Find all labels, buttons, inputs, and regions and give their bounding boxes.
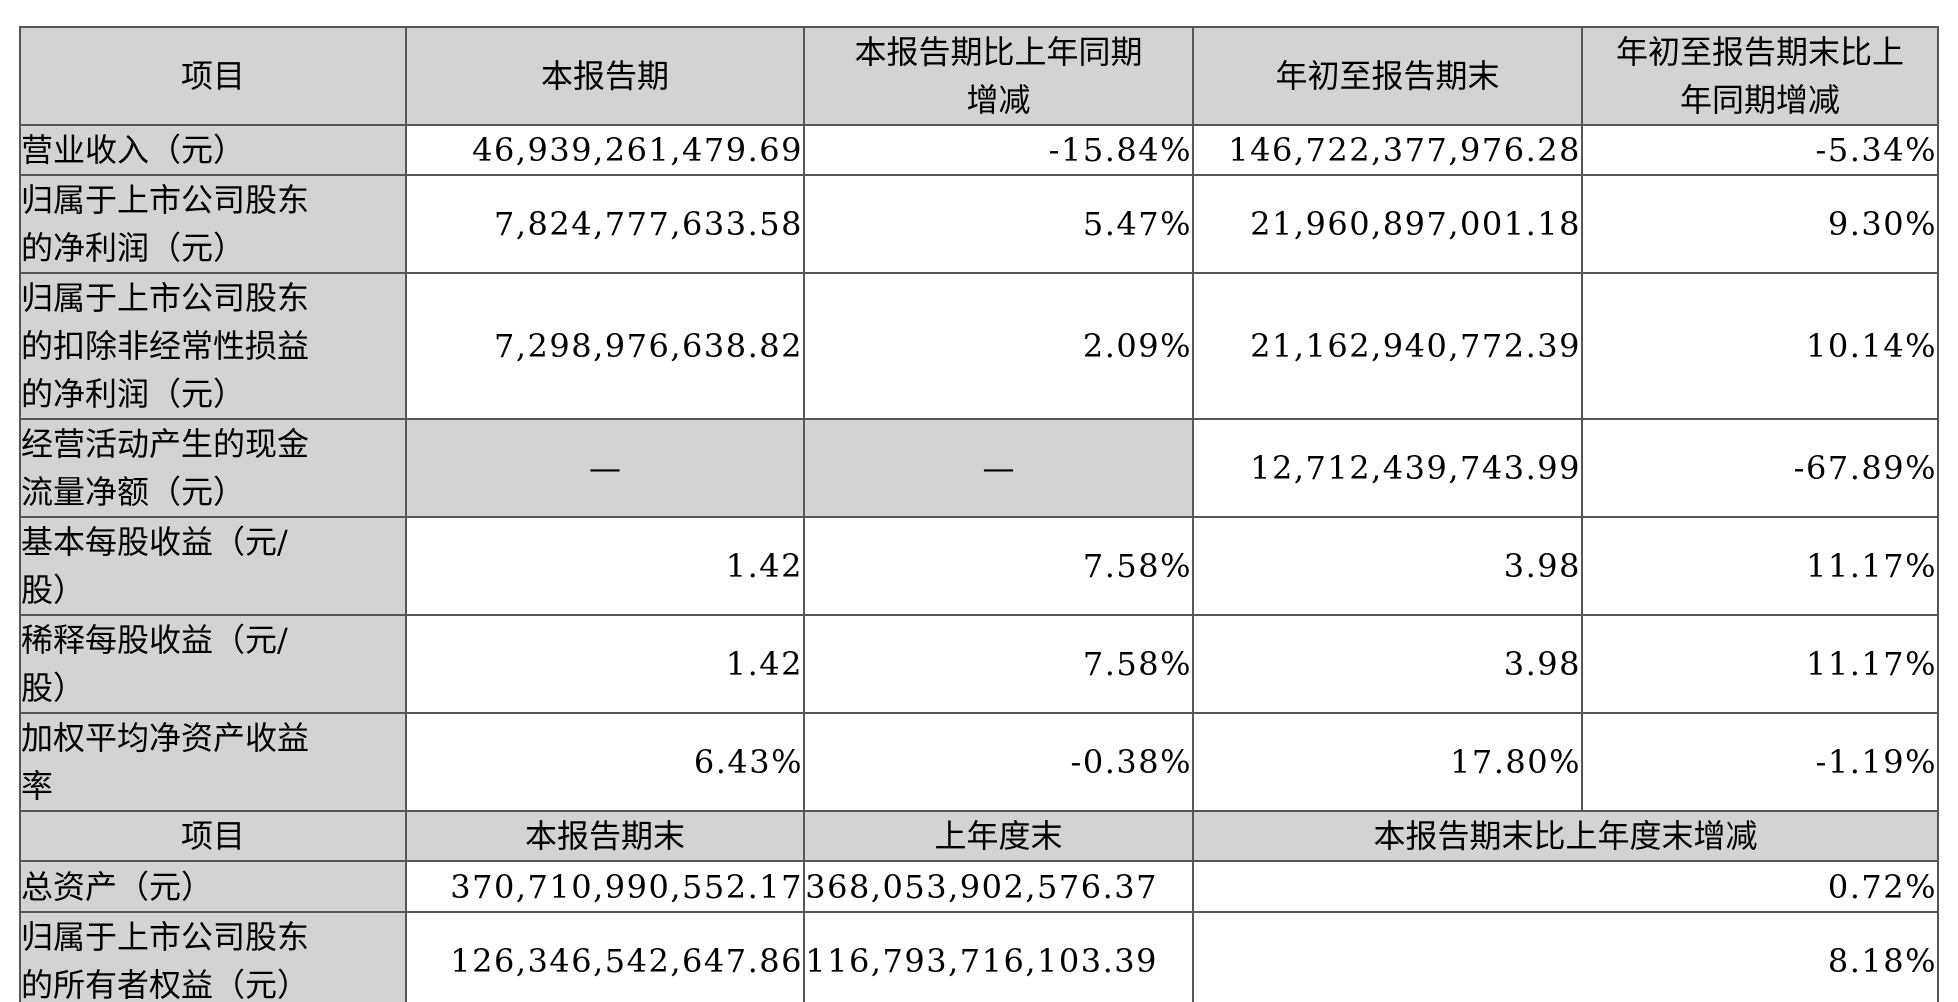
ytd-value: 3.98 bbox=[1192, 516, 1583, 616]
current-period-value-dash: — bbox=[405, 418, 805, 518]
current-period-value: 46,939,261,479.69 bbox=[405, 124, 805, 176]
section2-header-row: 项目 本报告期末 上年度末 本报告期末比上年度末增减 bbox=[19, 810, 1939, 862]
ytd-change: 10.14% bbox=[1581, 272, 1939, 420]
header-current-period-change: 本报告期比上年同期 增减 bbox=[803, 26, 1194, 126]
ytd-value: 21,960,897,001.18 bbox=[1192, 174, 1583, 274]
header-period-end-change: 本报告期末比上年度末增减 bbox=[1192, 810, 1939, 862]
ytd-value: 12,712,439,743.99 bbox=[1192, 418, 1583, 518]
ytd-change: 9.30% bbox=[1581, 174, 1939, 274]
current-period-change: 5.47% bbox=[803, 174, 1194, 274]
current-period-change-dash: — bbox=[803, 418, 1194, 518]
current-period-change: -0.38% bbox=[803, 712, 1194, 812]
current-period-value: 1.42 bbox=[405, 516, 805, 616]
table-row-operating-cash-flow: 经营活动产生的现金 流量净额（元） — — 12,712,439,743.99 … bbox=[19, 418, 1939, 518]
header-ytd: 年初至报告期末 bbox=[1192, 26, 1583, 126]
row-label: 总资产（元） bbox=[19, 860, 407, 913]
table-row-net-profit: 归属于上市公司股东 的净利润（元） 7,824,777,633.58 5.47%… bbox=[19, 174, 1939, 274]
table-row-weighted-avg-roe: 加权平均净资产收益 率 6.43% -0.38% 17.80% -1.19% bbox=[19, 712, 1939, 812]
table-row-total-assets: 总资产（元） 370,710,990,552.17 368,053,902,57… bbox=[19, 860, 1939, 913]
ytd-value: 146,722,377,976.28 bbox=[1192, 124, 1583, 176]
row-label: 归属于上市公司股东 的所有者权益（元） bbox=[19, 911, 407, 1002]
row-label: 基本每股收益（元/ 股） bbox=[19, 516, 407, 616]
row-label: 经营活动产生的现金 流量净额（元） bbox=[19, 418, 407, 518]
current-period-change: 7.58% bbox=[803, 516, 1194, 616]
financial-summary-table: 项目 本报告期 本报告期比上年同期 增减 年初至报告期末 年初至报告期末比上 年… bbox=[19, 26, 1939, 1002]
row-label: 营业收入（元） bbox=[19, 124, 407, 176]
table-row-net-profit-excl-nonrecurring: 归属于上市公司股东 的扣除非经常性损益 的净利润（元） 7,298,976,63… bbox=[19, 272, 1939, 420]
prior-year-end-value: 116,793,716,103.39 bbox=[803, 911, 1194, 1002]
ytd-change: 11.17% bbox=[1581, 516, 1939, 616]
current-period-change: 2.09% bbox=[803, 272, 1194, 420]
period-end-value: 126,346,542,647.86 bbox=[405, 911, 805, 1002]
header-item: 项目 bbox=[19, 26, 407, 126]
row-label: 稀释每股收益（元/ 股） bbox=[19, 614, 407, 714]
ytd-change: -1.19% bbox=[1581, 712, 1939, 812]
current-period-value: 1.42 bbox=[405, 614, 805, 714]
header-ytd-change: 年初至报告期末比上 年同期增减 bbox=[1581, 26, 1939, 126]
ytd-value: 17.80% bbox=[1192, 712, 1583, 812]
table-row-revenue: 营业收入（元） 46,939,261,479.69 -15.84% 146,72… bbox=[19, 124, 1939, 176]
ytd-change: -67.89% bbox=[1581, 418, 1939, 518]
header-prior-year-end: 上年度末 bbox=[803, 810, 1194, 862]
ytd-value: 21,162,940,772.39 bbox=[1192, 272, 1583, 420]
table-row-diluted-eps: 稀释每股收益（元/ 股） 1.42 7.58% 3.98 11.17% bbox=[19, 614, 1939, 714]
header-item-2: 项目 bbox=[19, 810, 407, 862]
period-end-change-value: 8.18% bbox=[1192, 911, 1939, 1002]
header-period-end: 本报告期末 bbox=[405, 810, 805, 862]
row-label: 加权平均净资产收益 率 bbox=[19, 712, 407, 812]
period-end-value: 370,710,990,552.17 bbox=[405, 860, 805, 913]
row-label: 归属于上市公司股东 的净利润（元） bbox=[19, 174, 407, 274]
row-label: 归属于上市公司股东 的扣除非经常性损益 的净利润（元） bbox=[19, 272, 407, 420]
section1-header-row: 项目 本报告期 本报告期比上年同期 增减 年初至报告期末 年初至报告期末比上 年… bbox=[19, 26, 1939, 126]
ytd-change: -5.34% bbox=[1581, 124, 1939, 176]
table-row-owners-equity: 归属于上市公司股东 的所有者权益（元） 126,346,542,647.86 1… bbox=[19, 911, 1939, 1002]
current-period-value: 6.43% bbox=[405, 712, 805, 812]
prior-year-end-value: 368,053,902,576.37 bbox=[803, 860, 1194, 913]
header-current-period: 本报告期 bbox=[405, 26, 805, 126]
ytd-change: 11.17% bbox=[1581, 614, 1939, 714]
table-row-basic-eps: 基本每股收益（元/ 股） 1.42 7.58% 3.98 11.17% bbox=[19, 516, 1939, 616]
current-period-change: -15.84% bbox=[803, 124, 1194, 176]
ytd-value: 3.98 bbox=[1192, 614, 1583, 714]
period-end-change-value: 0.72% bbox=[1192, 860, 1939, 913]
current-period-value: 7,298,976,638.82 bbox=[405, 272, 805, 420]
current-period-value: 7,824,777,633.58 bbox=[405, 174, 805, 274]
current-period-change: 7.58% bbox=[803, 614, 1194, 714]
